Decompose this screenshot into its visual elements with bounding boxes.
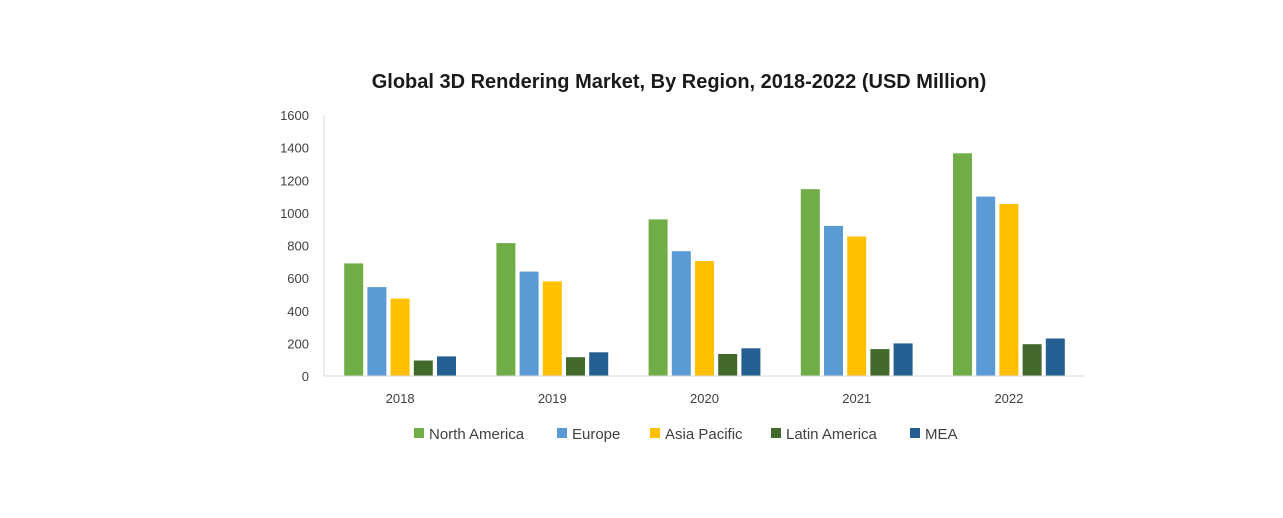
- y-tick-label: 1600: [280, 108, 309, 123]
- legend-item: Asia Pacific: [650, 426, 743, 443]
- bar-north-america-2021: [800, 189, 820, 376]
- y-tick-label: 800: [287, 239, 309, 254]
- bar-asia-pacific-2020: [695, 261, 714, 376]
- legend-item: North America: [414, 426, 525, 443]
- legend-label: MEA: [925, 426, 958, 443]
- y-tick-label: 1200: [280, 173, 309, 188]
- y-tick-label: 200: [287, 336, 309, 351]
- legend-item: MEA: [910, 426, 958, 443]
- bar-latin-america-2018: [413, 360, 433, 376]
- x-tick-label: 2018: [386, 391, 415, 406]
- legend-item: Latin America: [771, 426, 878, 443]
- bar-latin-america-2022: [1022, 344, 1042, 376]
- legend-label: Europe: [572, 426, 620, 443]
- x-axis: 2018 2019 2020 2021 2022: [324, 375, 1085, 406]
- bar-europe-2021: [824, 225, 843, 376]
- x-tick-label: 2020: [690, 391, 719, 406]
- legend-swatch: [414, 428, 424, 438]
- bar-north-america-2022: [953, 153, 972, 376]
- legend: North America Europe Asia Pacific Latin Ame…: [414, 426, 958, 443]
- bar-europe-2020: [671, 251, 691, 376]
- bar-europe-2022: [976, 196, 996, 376]
- bar-north-america-2020: [648, 219, 668, 376]
- x-tick-label: 2022: [994, 391, 1023, 406]
- legend-label: Asia Pacific: [665, 426, 743, 443]
- bar-asia-pacific-2022: [999, 203, 1019, 376]
- bar-mea-2021: [893, 343, 913, 376]
- legend-swatch: [771, 428, 781, 438]
- bar-asia-pacific-2021: [847, 236, 867, 376]
- legend-swatch: [650, 428, 660, 438]
- x-tick-label: 2019: [538, 391, 567, 406]
- bar-north-america-2019: [496, 243, 516, 376]
- y-tick-label: 1400: [280, 141, 309, 156]
- bar-mea-2022: [1045, 338, 1065, 376]
- y-tick-label: 1000: [280, 206, 309, 221]
- legend-label: North America: [429, 426, 525, 443]
- bar-latin-america-2020: [718, 354, 738, 376]
- chart-title: Global 3D Rendering Market, By Region, 2…: [372, 71, 987, 93]
- bar-series-group: [344, 153, 1065, 376]
- y-axis: 0 200 400 600 800 1000 1200 1400 1600: [280, 108, 325, 384]
- bar-mea-2019: [589, 352, 609, 376]
- bar-asia-pacific-2019: [542, 281, 562, 376]
- bar-latin-america-2019: [566, 357, 585, 376]
- x-tick-label: 2021: [842, 391, 871, 406]
- bar-mea-2020: [741, 348, 761, 376]
- y-tick-label: 400: [287, 304, 309, 319]
- bar-mea-2018: [437, 356, 456, 376]
- bar-latin-america-2021: [870, 349, 890, 376]
- legend-item: Europe: [557, 426, 620, 443]
- bar-europe-2019: [519, 271, 539, 376]
- legend-swatch: [910, 428, 920, 438]
- bar-north-america-2018: [344, 263, 364, 376]
- legend-label: Latin America: [786, 426, 878, 443]
- y-tick-label: 600: [287, 271, 309, 286]
- bar-europe-2018: [367, 287, 387, 376]
- y-tick-label: 0: [302, 369, 309, 384]
- bar-asia-pacific-2018: [390, 298, 410, 376]
- legend-swatch: [557, 428, 567, 438]
